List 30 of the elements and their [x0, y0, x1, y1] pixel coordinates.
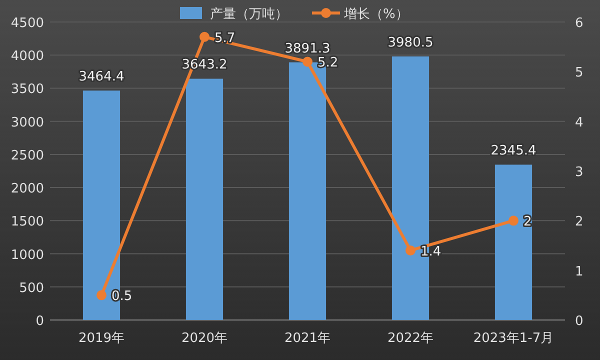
y-tick-label: 500: [19, 280, 44, 296]
y2-tick-label: 4: [575, 115, 584, 130]
legend-label: 产量（万吨）: [210, 7, 288, 22]
y-tick-label: 0: [36, 314, 44, 329]
data-label: 3464.4: [78, 70, 124, 85]
y2-tick-label: 2: [575, 214, 584, 230]
y-tick-label: 1000: [10, 248, 44, 263]
y-tick-label: 4000: [10, 49, 44, 64]
data-label: 5.2: [318, 56, 338, 71]
x-tick-label: 2022年: [387, 331, 434, 346]
y2-tick-label: 0: [575, 314, 584, 329]
data-label: 2345.4: [490, 144, 536, 159]
y-tick-label: 2000: [10, 182, 44, 197]
legend-label: 增长（%）: [343, 7, 408, 22]
x-tick-label: 2023年1-7月: [473, 331, 554, 346]
y2-tick-label: 1: [575, 264, 584, 280]
y-tick-label: 3000: [10, 115, 44, 130]
x-tick-label: 2020年: [181, 331, 228, 346]
y-tick-label: 4500: [10, 16, 44, 31]
y2-tick-label: 3: [575, 165, 584, 180]
data-label: 3980.5: [388, 35, 434, 50]
x-tick-label: 2021年: [284, 331, 331, 346]
y-tick-label: 3500: [10, 82, 44, 98]
y-tick-label: 2500: [10, 148, 44, 164]
data-label: 3891.3: [284, 41, 330, 56]
data-label: 2: [524, 214, 532, 230]
y2-tick-label: 6: [575, 16, 584, 31]
y2-tick-label: 5: [575, 66, 584, 81]
x-tick-label: 2019年: [78, 331, 125, 346]
y-tick-label: 1500: [10, 214, 44, 230]
